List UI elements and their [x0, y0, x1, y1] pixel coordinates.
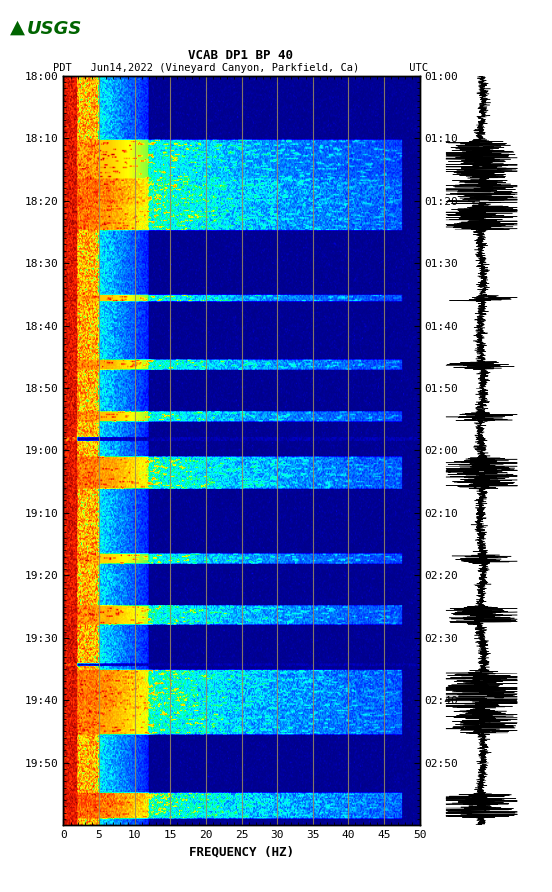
- X-axis label: FREQUENCY (HZ): FREQUENCY (HZ): [189, 846, 294, 858]
- Text: VCAB DP1 BP 40: VCAB DP1 BP 40: [188, 49, 293, 62]
- Text: USGS: USGS: [26, 20, 82, 37]
- Text: PDT   Jun14,2022 (Vineyard Canyon, Parkfield, Ca)        UTC: PDT Jun14,2022 (Vineyard Canyon, Parkfie…: [52, 63, 428, 73]
- Text: ▲: ▲: [10, 18, 25, 37]
